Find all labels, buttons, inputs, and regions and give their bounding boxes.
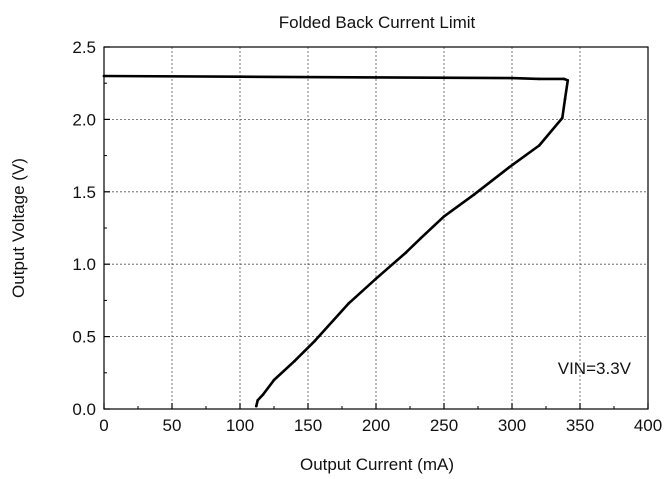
series-point bbox=[261, 393, 265, 396]
x-tick-label: 50 bbox=[163, 416, 182, 435]
series-point bbox=[510, 76, 514, 80]
series-point bbox=[561, 116, 564, 120]
y-tick-label: 2.0 bbox=[72, 110, 96, 129]
y-tick-labels: 0.0 0.5 1.0 1.5 2.0 2.5 bbox=[72, 38, 96, 419]
x-tick-labels: 0 50 100 150 200 250 300 350 400 bbox=[99, 416, 662, 435]
x-tick-label: 300 bbox=[498, 416, 526, 435]
series-line bbox=[102, 74, 570, 408]
x-tick-label: 250 bbox=[430, 416, 458, 435]
chart-title: Folded Back Current Limit bbox=[279, 13, 476, 32]
series-point bbox=[537, 144, 541, 147]
series-point bbox=[238, 75, 242, 78]
x-tick-label: 200 bbox=[362, 416, 390, 435]
series-point bbox=[374, 277, 378, 280]
series-point bbox=[442, 215, 446, 218]
series-point bbox=[293, 359, 296, 363]
x-tick-label: 0 bbox=[99, 416, 108, 435]
y-tick-label: 2.5 bbox=[72, 38, 96, 57]
ticks bbox=[103, 46, 649, 410]
series-point bbox=[507, 165, 511, 169]
x-tick-label: 150 bbox=[294, 416, 322, 435]
series-point bbox=[537, 77, 541, 81]
series-point bbox=[256, 399, 259, 402]
y-tick-label: 0.0 bbox=[72, 400, 96, 419]
x-tick-label: 350 bbox=[566, 416, 594, 435]
x-tick-label: 400 bbox=[634, 416, 662, 435]
series-point bbox=[313, 339, 317, 343]
series-point bbox=[404, 251, 408, 254]
series-point bbox=[472, 193, 476, 196]
series-point bbox=[255, 404, 258, 408]
x-tick-label: 100 bbox=[226, 416, 254, 435]
series-point bbox=[374, 76, 378, 79]
series-point bbox=[272, 378, 276, 382]
y-tick-label: 1.0 bbox=[72, 255, 96, 274]
x-axis-title: Output Current (mA) bbox=[300, 455, 454, 474]
series-point bbox=[419, 236, 423, 240]
series-point bbox=[347, 301, 351, 305]
y-axis-title: Output Voltage (V) bbox=[9, 158, 28, 298]
series-points bbox=[102, 74, 570, 408]
y-tick-label: 1.5 bbox=[72, 183, 96, 202]
series-point bbox=[562, 77, 565, 81]
series-point bbox=[563, 97, 567, 101]
grid bbox=[104, 47, 648, 409]
series-point bbox=[102, 74, 106, 78]
series-point bbox=[566, 79, 570, 82]
vin-annotation: VIN=3.3V bbox=[558, 359, 632, 378]
y-tick-label: 0.5 bbox=[72, 328, 96, 347]
